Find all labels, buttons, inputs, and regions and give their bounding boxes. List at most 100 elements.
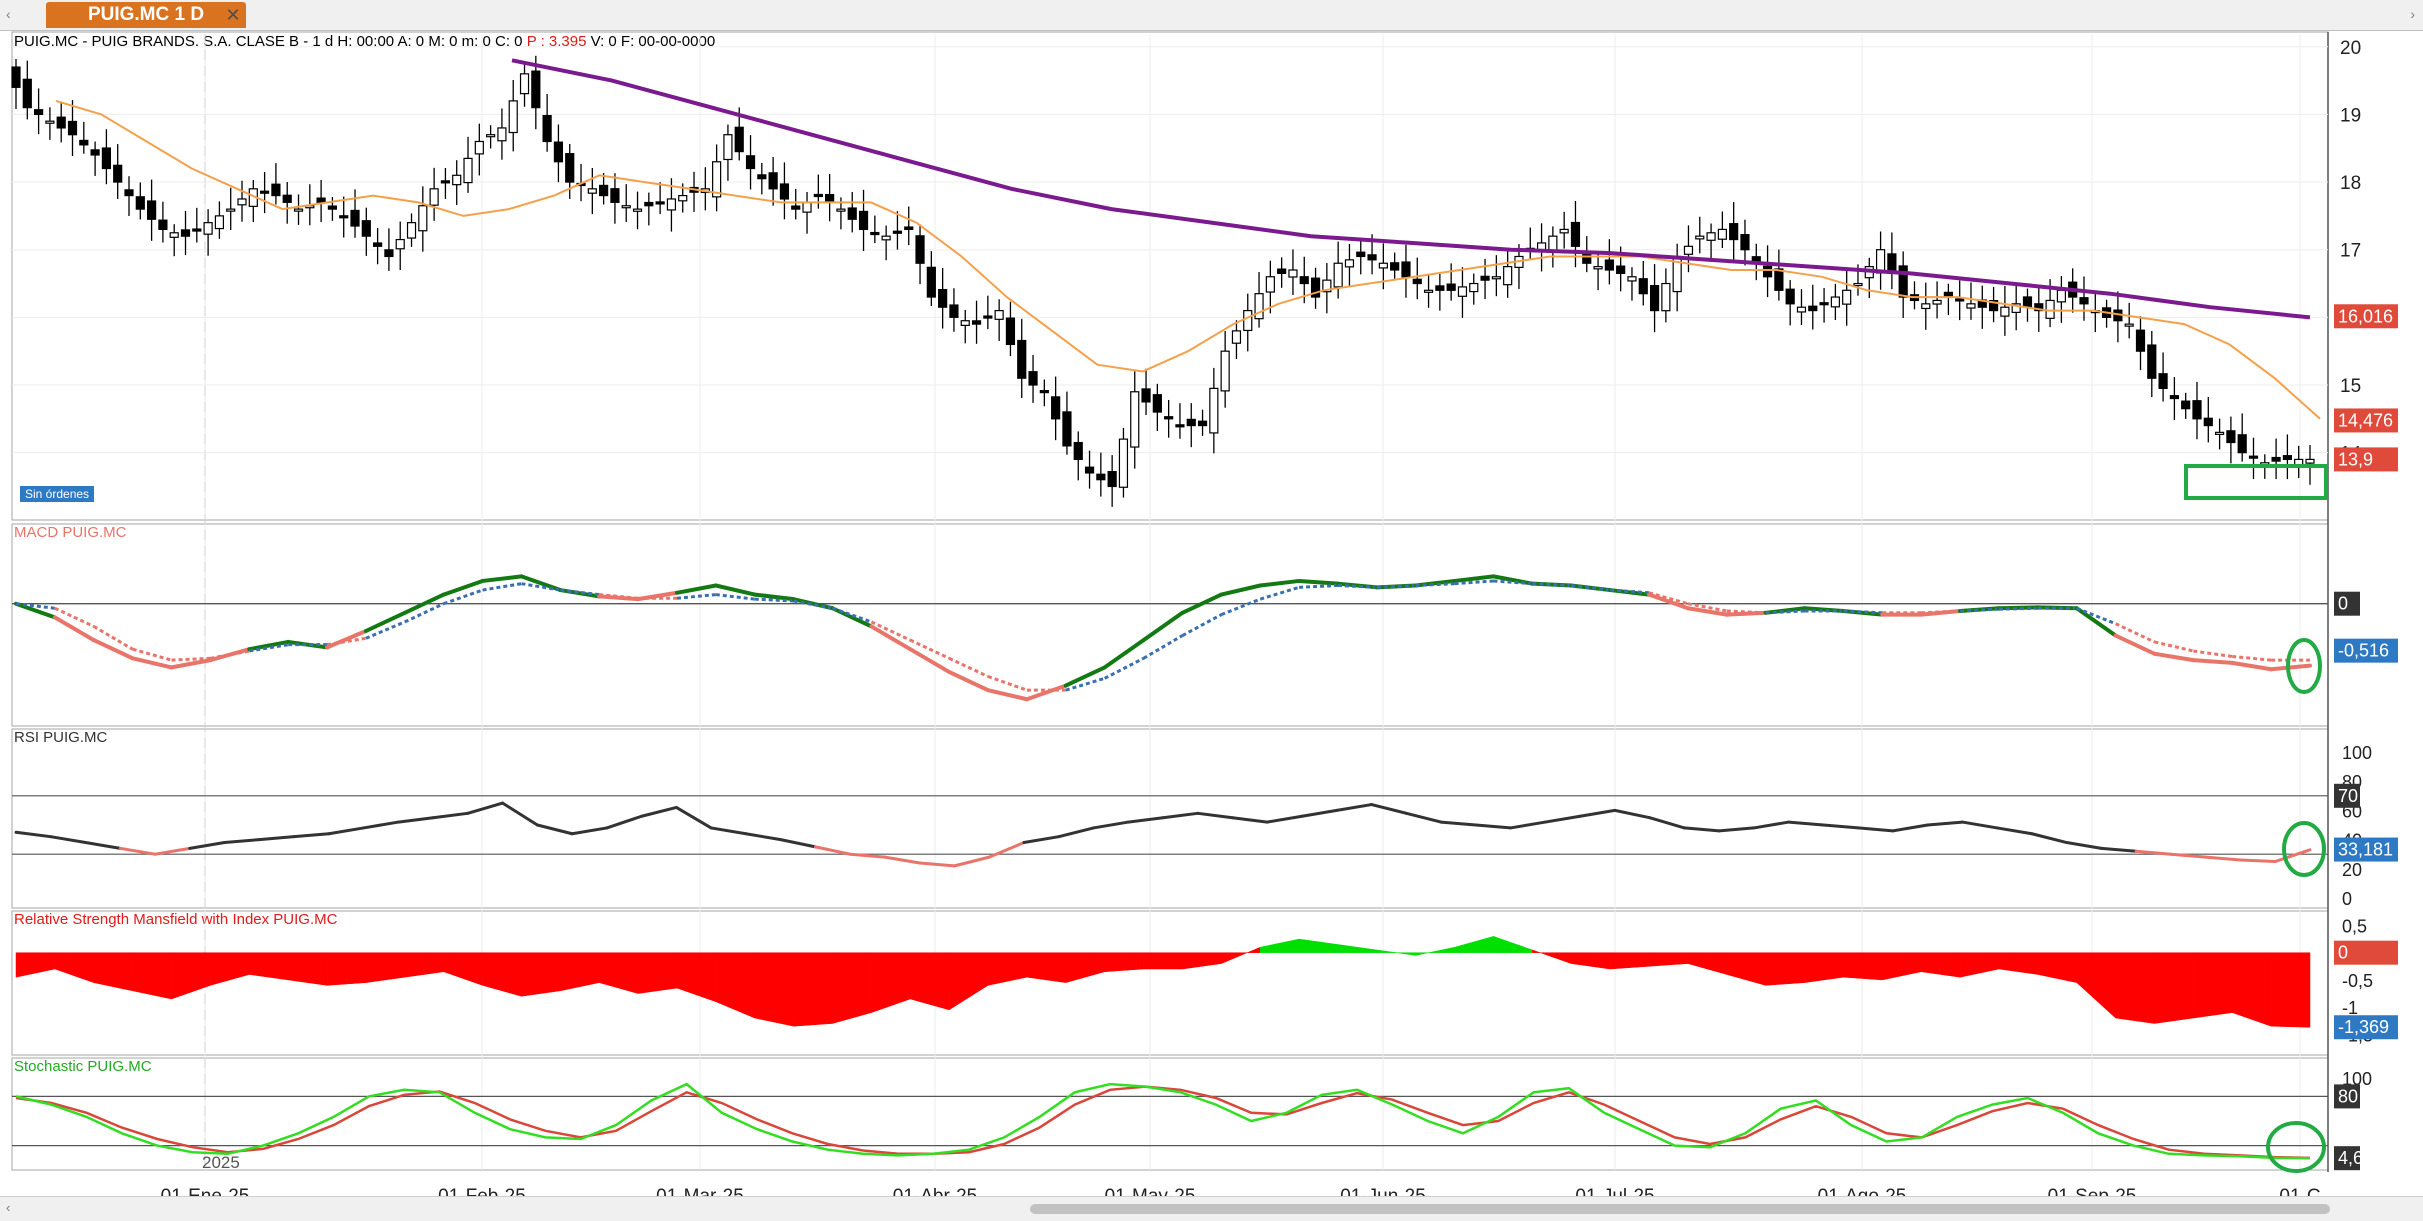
candle-body (565, 153, 575, 183)
rsi-line-segment (1474, 823, 1513, 830)
tab-scroll-right-icon[interactable]: › (2410, 6, 2415, 22)
rsi-line-segment (918, 861, 956, 868)
macd-line-segment (1297, 578, 1340, 586)
candle-body (1729, 223, 1739, 241)
rs-area-segment (637, 952, 678, 994)
candle-body (1356, 251, 1366, 258)
candle-body (45, 120, 55, 124)
macd-line-segment (1608, 588, 1652, 597)
scroll-left-icon[interactable]: ‹ (6, 1200, 11, 1215)
candle-body (813, 193, 823, 198)
rsi-line-segment (1335, 803, 1374, 812)
macd-line-segment (1724, 610, 1768, 617)
rsi-label-last-bg (2334, 837, 2398, 862)
price-y-tick: 20 (2340, 38, 2361, 59)
horizontal-scrollbar[interactable]: ‹ (0, 1196, 2423, 1221)
candle-body (1616, 265, 1626, 274)
rs-y-tick: -1 (2342, 998, 2358, 1018)
macd-line-segment (1647, 592, 1690, 611)
rs-area-segment (2037, 952, 2077, 983)
candle-body (1762, 265, 1773, 278)
x-tick-label: 01-Abr-25 (893, 1186, 978, 1196)
ma-fast-line (55, 99, 2321, 420)
candle-body (2135, 329, 2146, 352)
candle-body (983, 315, 993, 319)
candle-body (1277, 268, 1287, 274)
candle-body (519, 73, 530, 95)
rs-area-segment (1065, 952, 1105, 983)
rsi-line-segment (257, 835, 296, 842)
candle-body (1096, 473, 1106, 481)
candle-body (2079, 297, 2089, 305)
macd-line-segment (1413, 578, 1457, 588)
rsi-line-segment (1787, 820, 1825, 827)
candle-body (1503, 266, 1513, 286)
candle-body (22, 78, 32, 109)
rsi-line-segment (431, 811, 470, 820)
rsi-line-segment (292, 832, 331, 839)
year-marker: 2025 (202, 1153, 240, 1172)
rsi-line-segment (501, 801, 539, 827)
header-info: 1 d H: 00:00 A: 0 M: 0 m: 0 C: 0 (312, 33, 523, 50)
candle-body (2237, 434, 2247, 454)
rsi-line-segment (1543, 814, 1582, 824)
macd-highlight-circle (2286, 638, 2322, 694)
rsi-line-segment (1057, 826, 1095, 839)
rs-area-segment (404, 952, 444, 978)
rsi-line-segment (1022, 835, 1061, 845)
macd-line-segment (947, 669, 991, 693)
rs-area-segment (1804, 952, 1844, 983)
rsi-line-segment (779, 838, 817, 849)
rs-area-segment (1959, 952, 2000, 978)
rsi-y-tick: 100 (2342, 743, 2372, 763)
candle-body (2056, 289, 2066, 303)
macd-line-segment (130, 656, 174, 670)
candle-body (1695, 235, 1705, 240)
macd-line-segment (558, 588, 602, 599)
candle-body (2011, 303, 2021, 313)
rs-area-segment (1843, 952, 1883, 981)
rsi-line-segment (2273, 848, 2312, 863)
candle-body (169, 232, 179, 238)
orders-badge[interactable]: Sin órdenes (20, 486, 95, 502)
rsi-line-segment (2134, 849, 2173, 856)
header-rest: V: 0 F: 00-00-0000 (590, 33, 716, 50)
candle-body (1480, 275, 1490, 281)
rsi-line-segment (1960, 820, 1999, 830)
rs-title: Relative Strength Mansfield with Index P… (14, 911, 338, 928)
candle-body (779, 183, 790, 200)
chart-tab[interactable]: PUIG.MC 1 D (46, 2, 246, 28)
candle-body (1412, 278, 1422, 285)
candle-body (1322, 279, 1332, 293)
candle-body (2271, 456, 2281, 462)
candle-body (892, 230, 903, 234)
tab-scroll-left-icon[interactable]: ‹ (6, 6, 11, 22)
rs-area-segment (1609, 952, 1650, 970)
scrollbar-thumb[interactable] (1030, 1204, 2330, 1214)
candle-body (1808, 305, 1818, 312)
rsi-line-segment (744, 832, 783, 842)
header-p: P : 3.395 (526, 33, 587, 50)
chart-svg[interactable]: 01-Ene-25 01-Feb-25 01-Mar-25 01-Abr-25 01-M… (0, 0, 2423, 1196)
candle-body (938, 288, 948, 308)
rsi-line-segment (987, 841, 1026, 859)
stoch-highlight-circle (2266, 1121, 2326, 1173)
candle-body (610, 188, 620, 203)
rs-area-segment (1182, 952, 1222, 970)
macd-signal-segment (2232, 654, 2272, 662)
macd-line-segment (1102, 638, 1146, 670)
candle-body (497, 127, 507, 142)
candle-body (632, 208, 643, 212)
rs-area-segment (2115, 952, 2155, 1024)
price-label-ma-slow: 16,016 (2338, 306, 2393, 326)
price-label-close: 13,9 (2338, 449, 2373, 469)
close-tab-icon[interactable]: ✕ (225, 5, 241, 25)
rsi-y-tick: 0 (2342, 889, 2352, 909)
rs-area-segment (326, 952, 367, 986)
stoch-k-line (15, 1082, 2311, 1160)
macd-line-segment (2152, 651, 2196, 663)
rsi-line-segment (362, 820, 400, 830)
rs-area-segment (1493, 935, 1533, 953)
macd-line-segment (1919, 608, 1963, 617)
candle-body (666, 198, 677, 211)
